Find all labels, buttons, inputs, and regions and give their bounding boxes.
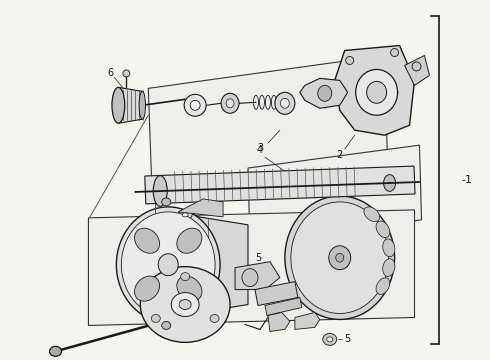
Ellipse shape [140,267,230,342]
Ellipse shape [391,49,398,57]
Polygon shape [405,55,429,85]
Polygon shape [89,210,415,325]
Ellipse shape [367,81,387,103]
Ellipse shape [49,346,62,356]
Polygon shape [145,166,415,204]
Polygon shape [119,87,142,123]
Ellipse shape [226,99,234,108]
Text: 3: 3 [257,143,263,153]
Ellipse shape [139,91,146,119]
Ellipse shape [221,93,239,113]
Polygon shape [148,55,388,198]
Ellipse shape [383,259,395,276]
Ellipse shape [112,87,125,123]
Ellipse shape [291,202,389,314]
Polygon shape [268,312,290,332]
Polygon shape [255,282,298,306]
Ellipse shape [376,278,390,294]
Ellipse shape [346,57,354,64]
Ellipse shape [384,175,395,192]
Ellipse shape [182,213,188,217]
Text: 5: 5 [344,334,351,345]
Ellipse shape [412,62,421,71]
Ellipse shape [177,228,202,253]
Ellipse shape [210,315,219,323]
Ellipse shape [178,210,192,220]
Text: 4: 4 [257,145,263,155]
Ellipse shape [242,269,258,287]
Ellipse shape [285,196,394,319]
Ellipse shape [190,100,200,110]
Ellipse shape [171,293,199,316]
Ellipse shape [158,254,178,276]
Text: 5: 5 [255,253,261,263]
Polygon shape [265,298,302,315]
Ellipse shape [323,333,337,345]
Ellipse shape [153,176,167,206]
Ellipse shape [184,94,206,116]
Ellipse shape [181,273,190,280]
Ellipse shape [376,221,390,238]
Ellipse shape [280,98,290,108]
Text: 2: 2 [337,150,343,160]
Polygon shape [335,45,415,135]
Polygon shape [295,312,320,329]
Ellipse shape [329,246,351,270]
Ellipse shape [116,207,220,323]
Ellipse shape [318,85,332,101]
Ellipse shape [383,239,395,257]
Ellipse shape [162,321,171,329]
Text: -1: -1 [462,175,472,185]
Ellipse shape [177,276,202,301]
Ellipse shape [327,337,333,342]
Text: 6: 6 [107,68,114,78]
Ellipse shape [151,315,160,323]
Ellipse shape [364,207,380,221]
Polygon shape [178,199,223,217]
Ellipse shape [179,300,191,310]
Polygon shape [235,262,280,289]
Ellipse shape [162,198,171,206]
Ellipse shape [122,212,215,318]
Ellipse shape [135,276,160,301]
Polygon shape [248,145,421,245]
Ellipse shape [135,228,160,253]
Polygon shape [168,212,248,318]
Polygon shape [300,78,348,108]
Ellipse shape [356,69,397,115]
Ellipse shape [275,92,295,114]
Ellipse shape [123,70,130,77]
Ellipse shape [336,253,343,262]
